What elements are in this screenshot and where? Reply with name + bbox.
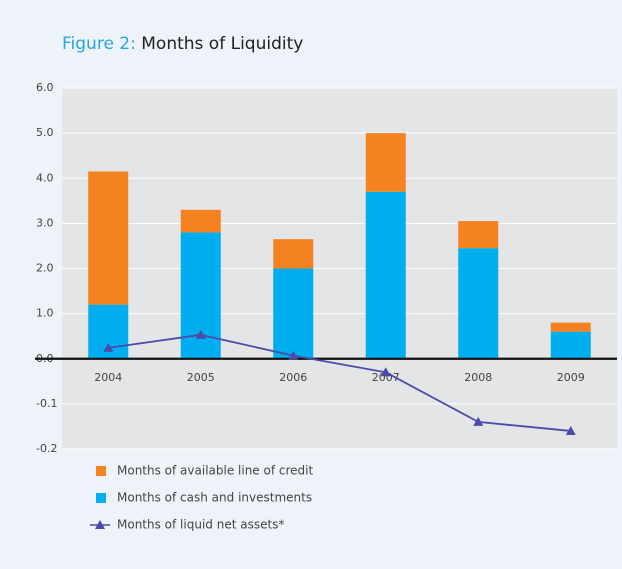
chart-title: Figure 2: Months of Liquidity [62, 34, 303, 54]
bar-segment [550, 331, 591, 359]
y-tick-label: 5.0 [36, 126, 54, 139]
bar-segment [550, 322, 591, 332]
line-marker [195, 329, 206, 339]
bar-segment [273, 268, 314, 359]
x-tick-label: 2008 [464, 371, 492, 384]
bar-segment [458, 248, 499, 359]
y-tick-label: -0.2 [36, 442, 57, 455]
y-tick-label: 6.0 [36, 81, 54, 94]
bar-segment [180, 209, 221, 233]
bar-segment [180, 232, 221, 359]
legend-swatch [96, 493, 106, 503]
bar-segment [88, 171, 129, 305]
x-tick-label: 2005 [187, 371, 215, 384]
x-tick-label: 2006 [279, 371, 307, 384]
line-marker [473, 416, 484, 426]
title-prefix: Figure 2: [62, 34, 136, 54]
legend-marker [95, 520, 105, 529]
line [108, 333, 571, 432]
y-tick-label: 3.0 [36, 216, 54, 229]
x-tick-label: 2007 [372, 371, 400, 384]
legend-label: Months of liquid net assets* [117, 518, 284, 532]
bar-segment [365, 133, 406, 192]
y-tick-label: 4.0 [36, 171, 54, 184]
line-marker [288, 350, 299, 360]
title-text: Months of Liquidity [141, 34, 303, 54]
bar-segment [365, 191, 406, 359]
bar-segment [273, 239, 314, 269]
line-marker [380, 367, 391, 377]
y-tick-label: 1.0 [36, 307, 54, 320]
line-marker [565, 425, 576, 435]
legend-label: Months of cash and investments [117, 491, 312, 505]
x-tick-label: 2009 [557, 371, 585, 384]
legend-swatch [96, 466, 106, 476]
bar-segment [458, 221, 499, 249]
legend-label: Months of available line of credit [117, 464, 313, 478]
y-tick-label: -0.1 [36, 397, 57, 410]
y-tick-label: 2.0 [36, 262, 54, 275]
x-tick-label: 2004 [94, 371, 122, 384]
line-marker [103, 342, 114, 352]
